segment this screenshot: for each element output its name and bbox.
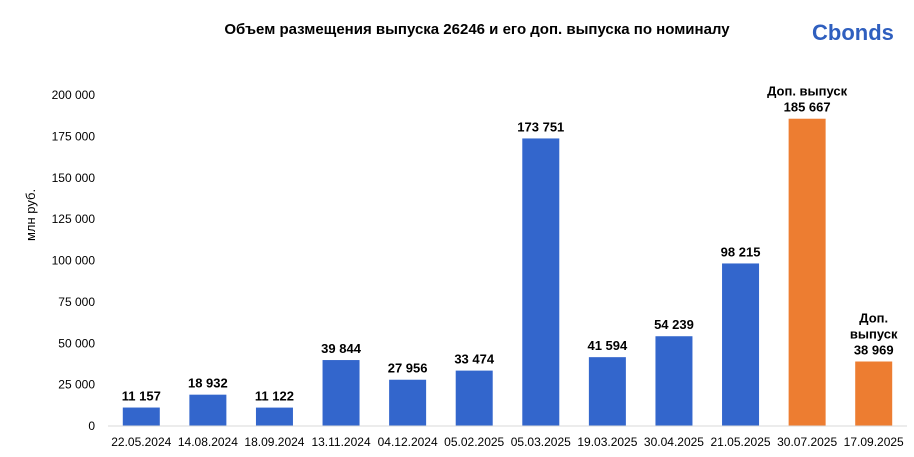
annotation-label: Доп. выпуск [767,84,848,99]
x-tick-label: 04.12.2024 [378,435,438,449]
data-label: 18 932 [188,376,228,391]
y-axis-ticks: 0 25 000 50 000 75 000 100 000 125 000 150 000… [52,88,96,433]
x-tick-label: 17.09.2025 [844,435,904,449]
x-tick-label: 19.03.2025 [577,435,637,449]
data-label: 11 122 [255,389,294,404]
y-tick-label: 150 000 [52,171,96,185]
y-tick-label: 50 000 [58,336,95,350]
x-axis-ticks: 22.05.2024 14.08.2024 18.09.2024 13.11.2024… [111,435,904,449]
bar [389,379,427,426]
data-label: 38 969 [854,343,894,358]
bars: 11 157 18 932 11 122 39 844 27 956 33 474 173 … [122,84,898,427]
cbonds-logo: Cbonds [812,20,894,45]
bar [855,361,893,426]
data-label: 173 751 [517,119,564,134]
annotation-label: выпуск [850,327,898,342]
annotation-label: Доп. [859,311,888,326]
x-tick-label: 30.04.2025 [644,435,704,449]
bar [322,360,360,426]
x-tick-label: 18.09.2024 [244,435,304,449]
bar [522,138,560,427]
bar [722,263,760,426]
y-tick-label: 0 [88,419,95,433]
chart-title: Объем размещения выпуска 26246 и его доп… [224,21,730,38]
data-label: 98 215 [721,244,761,259]
bar [655,336,693,426]
y-tick-label: 175 000 [52,129,96,143]
bar [189,394,227,426]
data-label: 54 239 [654,317,694,332]
x-tick-label: 14.08.2024 [178,435,238,449]
x-tick-label: 22.05.2024 [111,435,171,449]
y-tick-label: 100 000 [52,254,96,268]
y-axis-label: млн руб. [23,189,38,241]
bar [122,407,160,426]
data-label: 185 667 [784,100,831,115]
y-tick-label: 75 000 [58,295,95,309]
data-label: 39 844 [321,341,362,356]
x-tick-label: 05.02.2025 [444,435,504,449]
bar [255,407,293,426]
x-tick-label: 05.03.2025 [511,435,571,449]
data-label: 11 157 [122,389,161,404]
x-tick-label: 30.07.2025 [777,435,837,449]
x-tick-label: 13.11.2024 [311,435,370,449]
y-tick-label: 125 000 [52,212,96,226]
bar [455,370,493,426]
bar [588,357,626,426]
bar [788,118,826,426]
y-tick-label: 200 000 [52,88,96,102]
data-label: 41 594 [587,338,628,353]
data-label: 33 474 [454,352,495,367]
y-tick-label: 25 000 [58,378,95,392]
data-label: 27 956 [388,361,428,376]
x-tick-label: 21.05.2025 [711,435,771,449]
